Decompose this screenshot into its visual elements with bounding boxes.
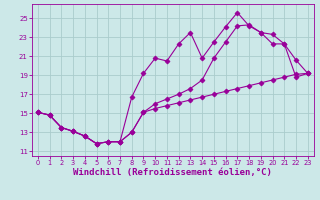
X-axis label: Windchill (Refroidissement éolien,°C): Windchill (Refroidissement éolien,°C) xyxy=(73,168,272,177)
